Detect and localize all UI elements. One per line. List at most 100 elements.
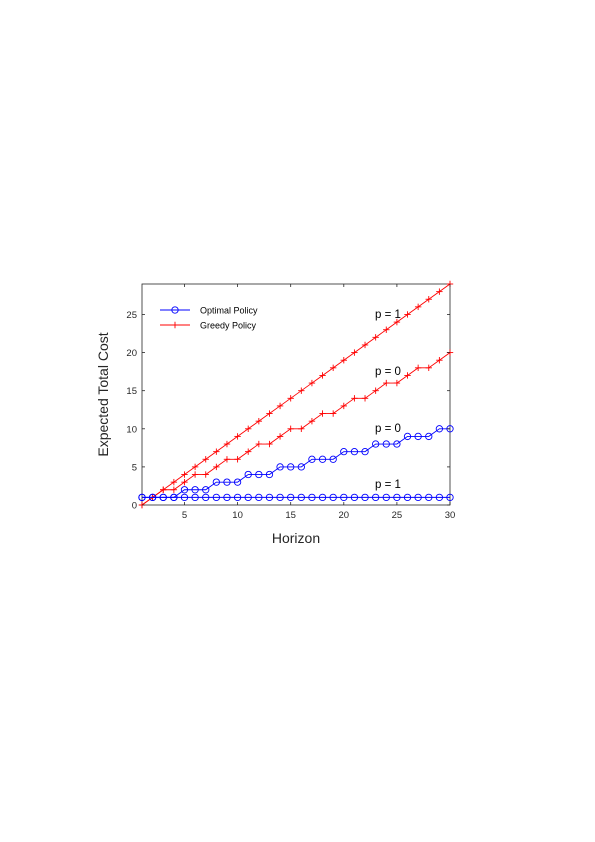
data-point — [404, 372, 411, 379]
data-point — [148, 493, 157, 502]
data-point — [233, 478, 242, 486]
data-point — [446, 425, 454, 433]
legend: Optimal Policy Greedy Policy — [160, 306, 258, 331]
y-tick-label: 25 — [126, 310, 137, 321]
data-point — [340, 448, 348, 456]
data-point — [202, 471, 209, 478]
data-point — [298, 387, 305, 394]
data-point — [245, 425, 252, 432]
y-tick-label: 0 — [132, 501, 137, 512]
data-point — [436, 357, 443, 364]
data-point — [265, 470, 274, 479]
data-point — [276, 493, 284, 502]
data-point — [276, 402, 284, 410]
data-point — [191, 486, 199, 494]
data-point — [329, 455, 337, 463]
data-point — [329, 493, 337, 502]
data-point — [425, 493, 433, 502]
data-point — [170, 486, 178, 493]
data-point — [372, 493, 380, 502]
tick-layer: 5 10 15 20 25 30 0 5 10 15 20 25 — [126, 284, 455, 521]
y-tick-label: 5 — [132, 462, 137, 473]
data-point — [213, 448, 220, 455]
data-point — [372, 440, 380, 448]
data-point — [372, 387, 379, 394]
data-point — [436, 288, 443, 295]
data-point — [425, 364, 432, 372]
series-annotation: p = 0 — [375, 423, 401, 435]
series-layer — [138, 280, 454, 509]
data-point — [276, 463, 284, 471]
series-optimal-3 — [138, 493, 454, 502]
x-tick-label: 5 — [182, 510, 187, 521]
data-point — [159, 493, 167, 502]
data-point — [287, 463, 295, 471]
data-point — [382, 493, 390, 502]
data-point — [404, 311, 411, 318]
data-point — [160, 486, 167, 493]
data-point — [212, 493, 220, 502]
legend-label: Greedy Policy — [200, 321, 257, 331]
data-point — [191, 471, 199, 478]
data-point — [234, 433, 241, 440]
data-point — [308, 493, 316, 502]
data-point — [255, 470, 263, 479]
x-tick-label: 25 — [392, 510, 403, 521]
data-point — [266, 410, 273, 417]
data-point — [244, 493, 252, 502]
data-point — [297, 463, 305, 471]
data-point — [234, 456, 241, 463]
y-tick-label: 10 — [126, 424, 137, 435]
data-point — [244, 470, 252, 479]
data-point — [287, 425, 294, 432]
x-tick-label: 15 — [285, 510, 296, 521]
data-point — [202, 493, 210, 502]
data-point — [446, 493, 454, 502]
series-annotation: p = 1 — [375, 309, 401, 321]
data-point — [266, 440, 273, 448]
data-point — [212, 478, 220, 486]
data-point — [414, 364, 422, 372]
data-point — [171, 321, 179, 329]
data-point — [245, 448, 252, 455]
data-point — [181, 471, 188, 478]
x-axis-label: Horizon — [272, 530, 320, 546]
data-point — [329, 364, 337, 372]
data-point — [350, 448, 359, 456]
data-point — [191, 463, 199, 471]
x-tick-label: 20 — [339, 510, 350, 521]
x-tick-label: 10 — [232, 510, 243, 521]
data-point — [255, 417, 263, 425]
data-point — [435, 493, 444, 502]
data-point — [287, 395, 294, 402]
data-point — [350, 493, 359, 502]
data-point — [329, 410, 337, 417]
data-point — [191, 493, 199, 502]
data-point — [425, 296, 432, 303]
data-point — [372, 334, 379, 341]
data-point — [319, 372, 326, 379]
data-point — [171, 306, 179, 314]
data-point — [318, 493, 327, 502]
data-point — [202, 486, 210, 494]
series-line — [142, 428, 450, 498]
data-point — [223, 456, 231, 463]
data-point — [361, 341, 369, 349]
series-greedy-1 — [138, 349, 454, 509]
data-point — [255, 493, 263, 502]
data-point — [138, 493, 146, 502]
data-point — [298, 425, 305, 432]
data-point — [351, 349, 358, 356]
data-point — [414, 493, 422, 502]
data-point — [223, 493, 231, 502]
data-point — [180, 493, 189, 502]
data-point — [361, 448, 369, 456]
data-point — [361, 395, 369, 402]
data-point — [180, 486, 189, 494]
data-point — [287, 493, 295, 502]
data-point — [340, 493, 348, 502]
x-tick-label: 30 — [445, 510, 456, 521]
data-point — [213, 463, 220, 471]
data-point — [223, 478, 231, 486]
data-point — [318, 455, 327, 463]
